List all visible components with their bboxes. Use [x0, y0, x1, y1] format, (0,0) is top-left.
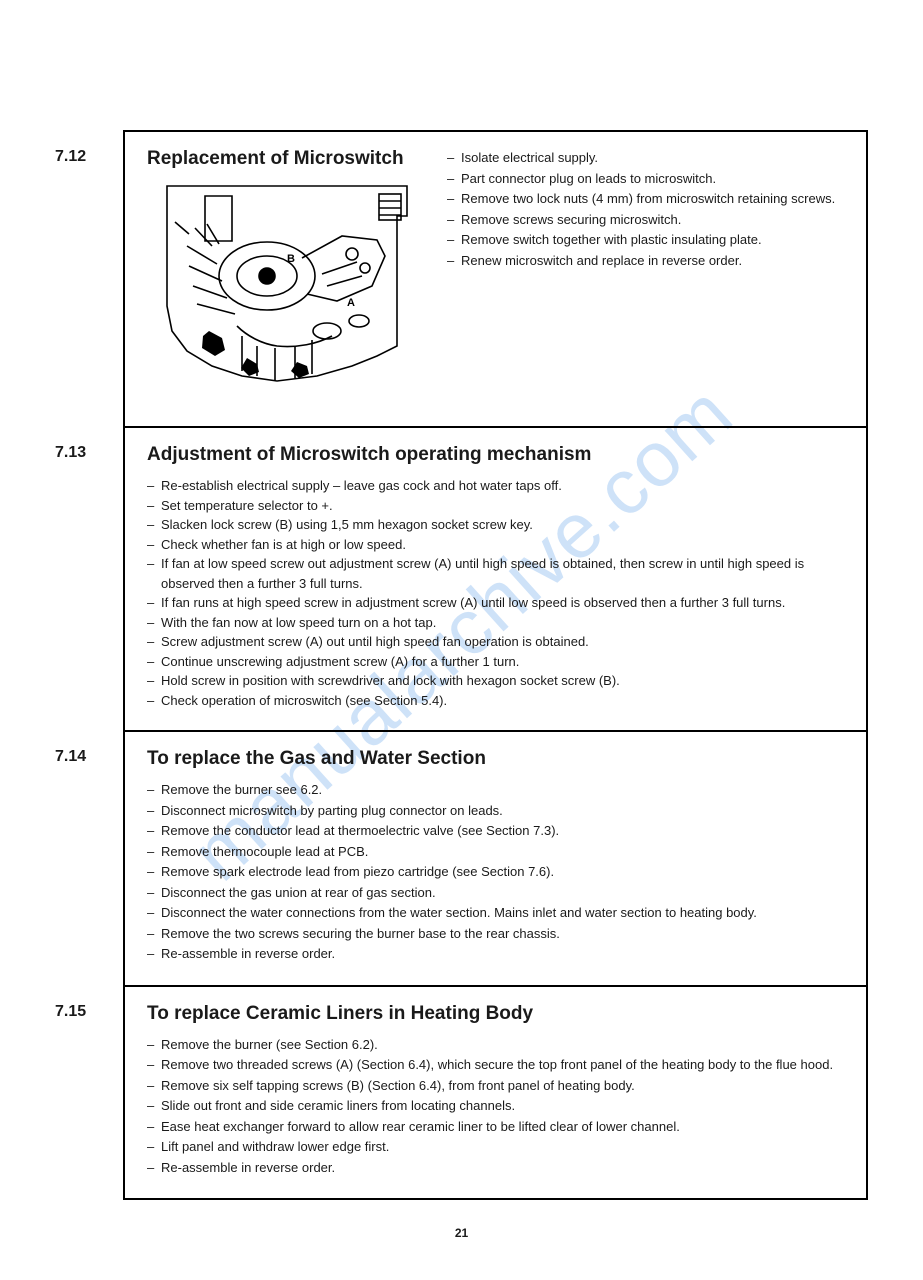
- section-number: 7.12: [55, 148, 123, 166]
- step-item: Remove six self tapping screws (B) (Sect…: [147, 1076, 844, 1096]
- step-item: Hold screw in position with screwdriver …: [147, 671, 844, 691]
- step-item: Remove thermocouple lead at PCB.: [147, 842, 844, 862]
- step-item: Part connector plug on leads to microswi…: [447, 169, 844, 189]
- step-item: Isolate electrical supply.: [447, 148, 844, 168]
- step-item: Remove screws securing microswitch.: [447, 210, 844, 230]
- step-item: Continue unscrewing adjustment screw (A)…: [147, 652, 844, 672]
- step-item: Disconnect microswitch by parting plug c…: [147, 801, 844, 821]
- step-item: Remove the two screws securing the burne…: [147, 924, 844, 944]
- section-7-12: 7.12 Replacement of Microswitch: [55, 130, 868, 426]
- section-7-14: 7.14 To replace the Gas and Water Sectio…: [55, 730, 868, 985]
- svg-text:A: A: [347, 297, 355, 309]
- section-7-15: 7.15 To replace Ceramic Liners in Heatin…: [55, 985, 868, 1201]
- microswitch-diagram: B A: [147, 176, 429, 406]
- section-heading: Adjustment of Microswitch operating mech…: [147, 444, 844, 466]
- section-number: 7.15: [55, 1003, 123, 1021]
- step-item: Disconnect the water connections from th…: [147, 903, 844, 923]
- section-number: 7.14: [55, 748, 123, 766]
- step-item: Re-assemble in reverse order.: [147, 944, 844, 964]
- step-item: Re-assemble in reverse order.: [147, 1158, 844, 1178]
- step-item: Remove the burner (see Section 6.2).: [147, 1035, 844, 1055]
- step-item: Slide out front and side ceramic liners …: [147, 1096, 844, 1116]
- section-number: 7.13: [55, 444, 123, 462]
- step-item: Remove the conductor lead at thermoelect…: [147, 821, 844, 841]
- section-7-13: 7.13 Adjustment of Microswitch operating…: [55, 426, 868, 730]
- step-item: Remove two lock nuts (4 mm) from microsw…: [447, 189, 844, 209]
- step-item: Check operation of microswitch (see Sect…: [147, 691, 844, 711]
- step-item: Screw adjustment screw (A) out until hig…: [147, 632, 844, 652]
- page-number: 21: [55, 1226, 868, 1240]
- section-heading: Replacement of Microswitch: [147, 148, 429, 170]
- step-item: If fan runs at high speed screw in adjus…: [147, 593, 844, 613]
- step-item: Remove two threaded screws (A) (Section …: [147, 1055, 844, 1075]
- step-item: Renew microswitch and replace in reverse…: [447, 251, 844, 271]
- steps-list: Remove the burner (see Section 6.2). Rem…: [147, 1035, 844, 1178]
- steps-list: Isolate electrical supply. Part connecto…: [447, 148, 844, 270]
- steps-list: Re-establish electrical supply – leave g…: [147, 476, 844, 710]
- step-item: With the fan now at low speed turn on a …: [147, 613, 844, 633]
- section-heading: To replace the Gas and Water Section: [147, 748, 844, 770]
- section-heading: To replace Ceramic Liners in Heating Bod…: [147, 1003, 844, 1025]
- step-item: Remove spark electrode lead from piezo c…: [147, 862, 844, 882]
- step-item: Re-establish electrical supply – leave g…: [147, 476, 844, 496]
- svg-text:B: B: [287, 253, 295, 265]
- step-item: If fan at low speed screw out adjustment…: [147, 554, 844, 593]
- step-item: Slacken lock screw (B) using 1,5 mm hexa…: [147, 515, 844, 535]
- step-item: Remove switch together with plastic insu…: [447, 230, 844, 250]
- step-item: Lift panel and withdraw lower edge first…: [147, 1137, 844, 1157]
- step-item: Disconnect the gas union at rear of gas …: [147, 883, 844, 903]
- step-item: Remove the burner see 6.2.: [147, 780, 844, 800]
- page-content: 7.12 Replacement of Microswitch: [0, 0, 923, 1280]
- step-item: Set temperature selector to +.: [147, 496, 844, 516]
- step-item: Ease heat exchanger forward to allow rea…: [147, 1117, 844, 1137]
- steps-list: Remove the burner see 6.2. Disconnect mi…: [147, 780, 844, 964]
- step-item: Check whether fan is at high or low spee…: [147, 535, 844, 555]
